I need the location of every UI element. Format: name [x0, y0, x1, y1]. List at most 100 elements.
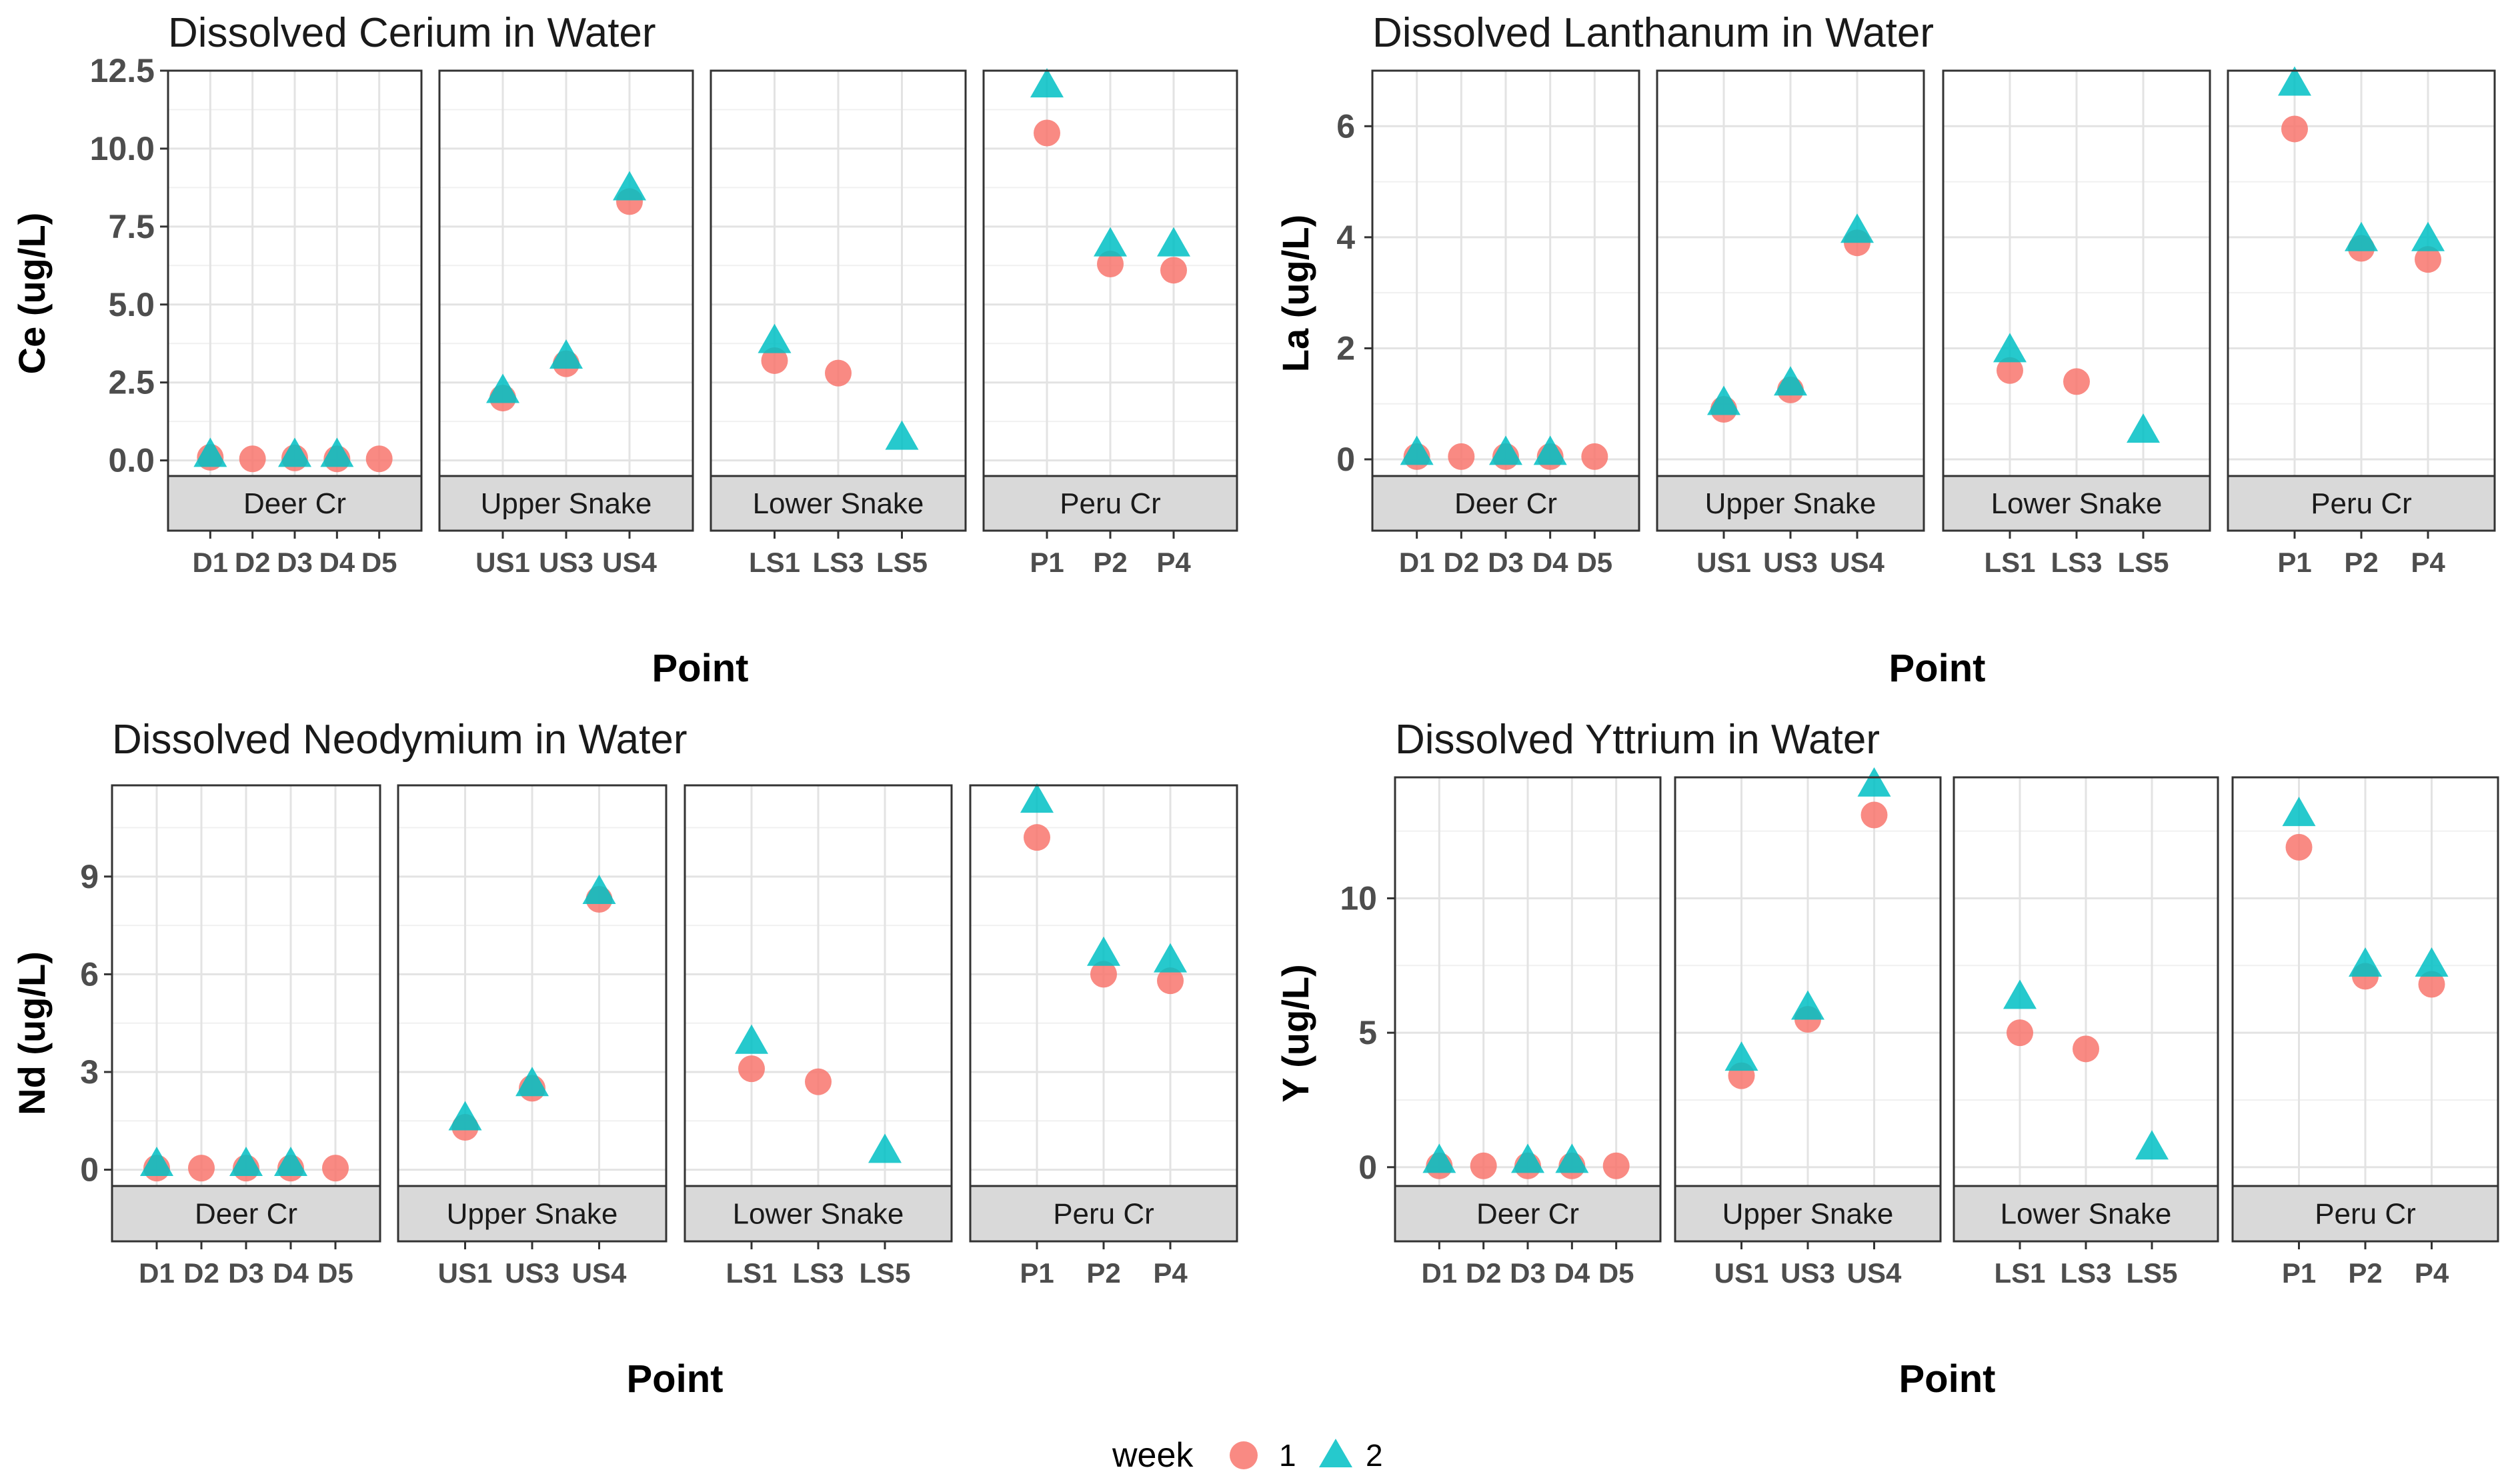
point-d4-week-2: [1555, 1143, 1589, 1173]
point-us3-week-2: [549, 339, 583, 369]
x-tick-label: US1: [1714, 1257, 1769, 1289]
point-d4-week-2: [1533, 435, 1567, 465]
x-tick-label: D3: [277, 547, 313, 578]
point-d5-week-1: [322, 1155, 349, 1182]
chart-cerium: Dissolved Cerium in Water Ce (ug/L) Point 0…: [11, 10, 1238, 690]
point-d3-week-2: [1489, 435, 1522, 465]
point-ls5-week-2: [885, 420, 919, 450]
x-tick-label: D4: [319, 547, 355, 578]
chart-title: Dissolved Lanthanum in Water: [1372, 10, 1934, 56]
legend-marker-week-2: [1319, 1439, 1352, 1467]
point-ls1-week-2: [1993, 333, 2027, 363]
point-us3-week-2: [1774, 366, 1807, 396]
x-tick-label: LS1: [1984, 547, 2035, 578]
point-ls1-week-1: [2007, 1019, 2033, 1047]
facet-strip: [397, 1185, 668, 1243]
point-p1-week-2: [2278, 66, 2311, 96]
point-p4-week-1: [2418, 971, 2445, 998]
facet-strip: [167, 475, 423, 532]
facet-label: Lower Snake: [1991, 487, 2163, 520]
point-p4-week-2: [1157, 227, 1190, 257]
x-tick-label: LS5: [2126, 1257, 2177, 1289]
facet-upper-snake: Upper Snake US1 US3 US4: [1674, 767, 1942, 1289]
x-tick-label: P2: [1086, 1257, 1120, 1289]
facet-peru-cr: Peru Cr P1 P2 P4: [982, 68, 1238, 578]
point-p4-week-2: [2411, 221, 2445, 251]
facet-strip: [1953, 1185, 2219, 1243]
x-tick-label: P2: [2344, 547, 2378, 578]
point-ls1-week-1: [738, 1055, 765, 1083]
x-tick-label: US3: [505, 1257, 559, 1289]
y-tick-label: 6: [80, 955, 99, 993]
x-tick-label: P4: [2415, 1257, 2449, 1289]
facet-strip: [2227, 475, 2496, 532]
facet-label: Peru Cr: [1060, 487, 1161, 520]
facet-label: Upper Snake: [447, 1198, 618, 1231]
x-tick-label: P1: [1020, 1257, 1054, 1289]
point-ls3-week-1: [2063, 368, 2090, 395]
y-tick-label: 4: [1336, 219, 1355, 256]
chart-title: Dissolved Cerium in Water: [168, 10, 656, 56]
facet-strip: [1656, 475, 1925, 532]
point-ls1-week-2: [758, 323, 792, 353]
y-axis-label: Nd (ug/L): [11, 951, 53, 1115]
point-p2-week-2: [1087, 936, 1120, 966]
x-tick-label: D1: [192, 547, 228, 578]
point-us1-week-2: [486, 373, 519, 403]
point-us1-week-2: [448, 1101, 482, 1131]
point-d2-week-1: [239, 445, 266, 473]
point-d3-week-2: [1511, 1143, 1544, 1173]
x-tick-label: US3: [1780, 1257, 1835, 1289]
point-d4-week-2: [320, 437, 354, 467]
point-p1-week-2: [2282, 797, 2316, 827]
chart-title: Dissolved Neodymium in Water: [112, 717, 688, 763]
legend: week 1 2: [1112, 1436, 1383, 1475]
x-tick-label: P2: [1093, 547, 1127, 578]
facet-label: Lower Snake: [733, 1198, 904, 1231]
x-tick-label: LS5: [859, 1257, 910, 1289]
point-us4-week-2: [582, 874, 616, 904]
facet-strip: [1674, 1185, 1942, 1243]
facet-lower-snake: Lower Snake LS1 LS3 LS5: [1953, 776, 2219, 1289]
facet-strip: [684, 1185, 953, 1243]
x-tick-label: D3: [1488, 547, 1524, 578]
facet-label: Upper Snake: [1705, 487, 1876, 520]
facet-strip: [1371, 475, 1640, 532]
x-tick-label: US4: [1847, 1257, 1902, 1289]
x-tick-label: D5: [317, 1257, 353, 1289]
x-tick-label: P1: [1030, 547, 1064, 578]
y-tick-label: 0: [1358, 1149, 1377, 1186]
x-tick-label: LS3: [2051, 547, 2102, 578]
point-us3-week-2: [1791, 990, 1824, 1020]
x-tick-label: D2: [183, 1257, 219, 1289]
x-tick-label: P4: [1153, 1257, 1188, 1289]
x-tick-label: D2: [235, 547, 271, 578]
point-p4-week-1: [1157, 967, 1184, 995]
y-tick-label: 0: [1336, 441, 1355, 478]
point-d5-week-1: [365, 445, 393, 473]
x-tick-label: US1: [475, 547, 530, 578]
y-tick-label: 7.5: [108, 208, 155, 245]
x-tick-label: LS1: [749, 547, 800, 578]
point-p1-week-1: [1024, 824, 1050, 851]
legend-label-week-2: 2: [1366, 1438, 1383, 1473]
facet-strip: [710, 475, 967, 532]
y-tick-label: 9: [80, 858, 99, 895]
point-ls1-week-1: [1997, 357, 2023, 384]
y-tick-label: 2: [1336, 329, 1355, 367]
point-d5-week-1: [1602, 1152, 1630, 1179]
x-tick-label: D4: [1554, 1257, 1590, 1289]
facet-lower-snake: Lower Snake LS1 LS3 LS5: [710, 69, 967, 578]
chart-yttrium: Dissolved Yttrium in Water Y (ug/L) Point 0…: [1274, 717, 2499, 1401]
point-d3-week-2: [229, 1146, 263, 1176]
facet-peru-cr: Peru Cr P1 P2 P4: [969, 783, 1238, 1289]
point-d1-week-2: [193, 437, 227, 467]
y-tick-label: 6: [1336, 107, 1355, 145]
facet-strip: [438, 475, 694, 532]
facet-lower-snake: Lower Snake LS1 LS3 LS5: [1942, 69, 2211, 578]
facet-strip: [969, 1185, 1238, 1243]
y-tick-label: 0.0: [108, 442, 155, 479]
point-d1-week-2: [1400, 435, 1434, 465]
point-ls3-week-1: [805, 1068, 832, 1095]
